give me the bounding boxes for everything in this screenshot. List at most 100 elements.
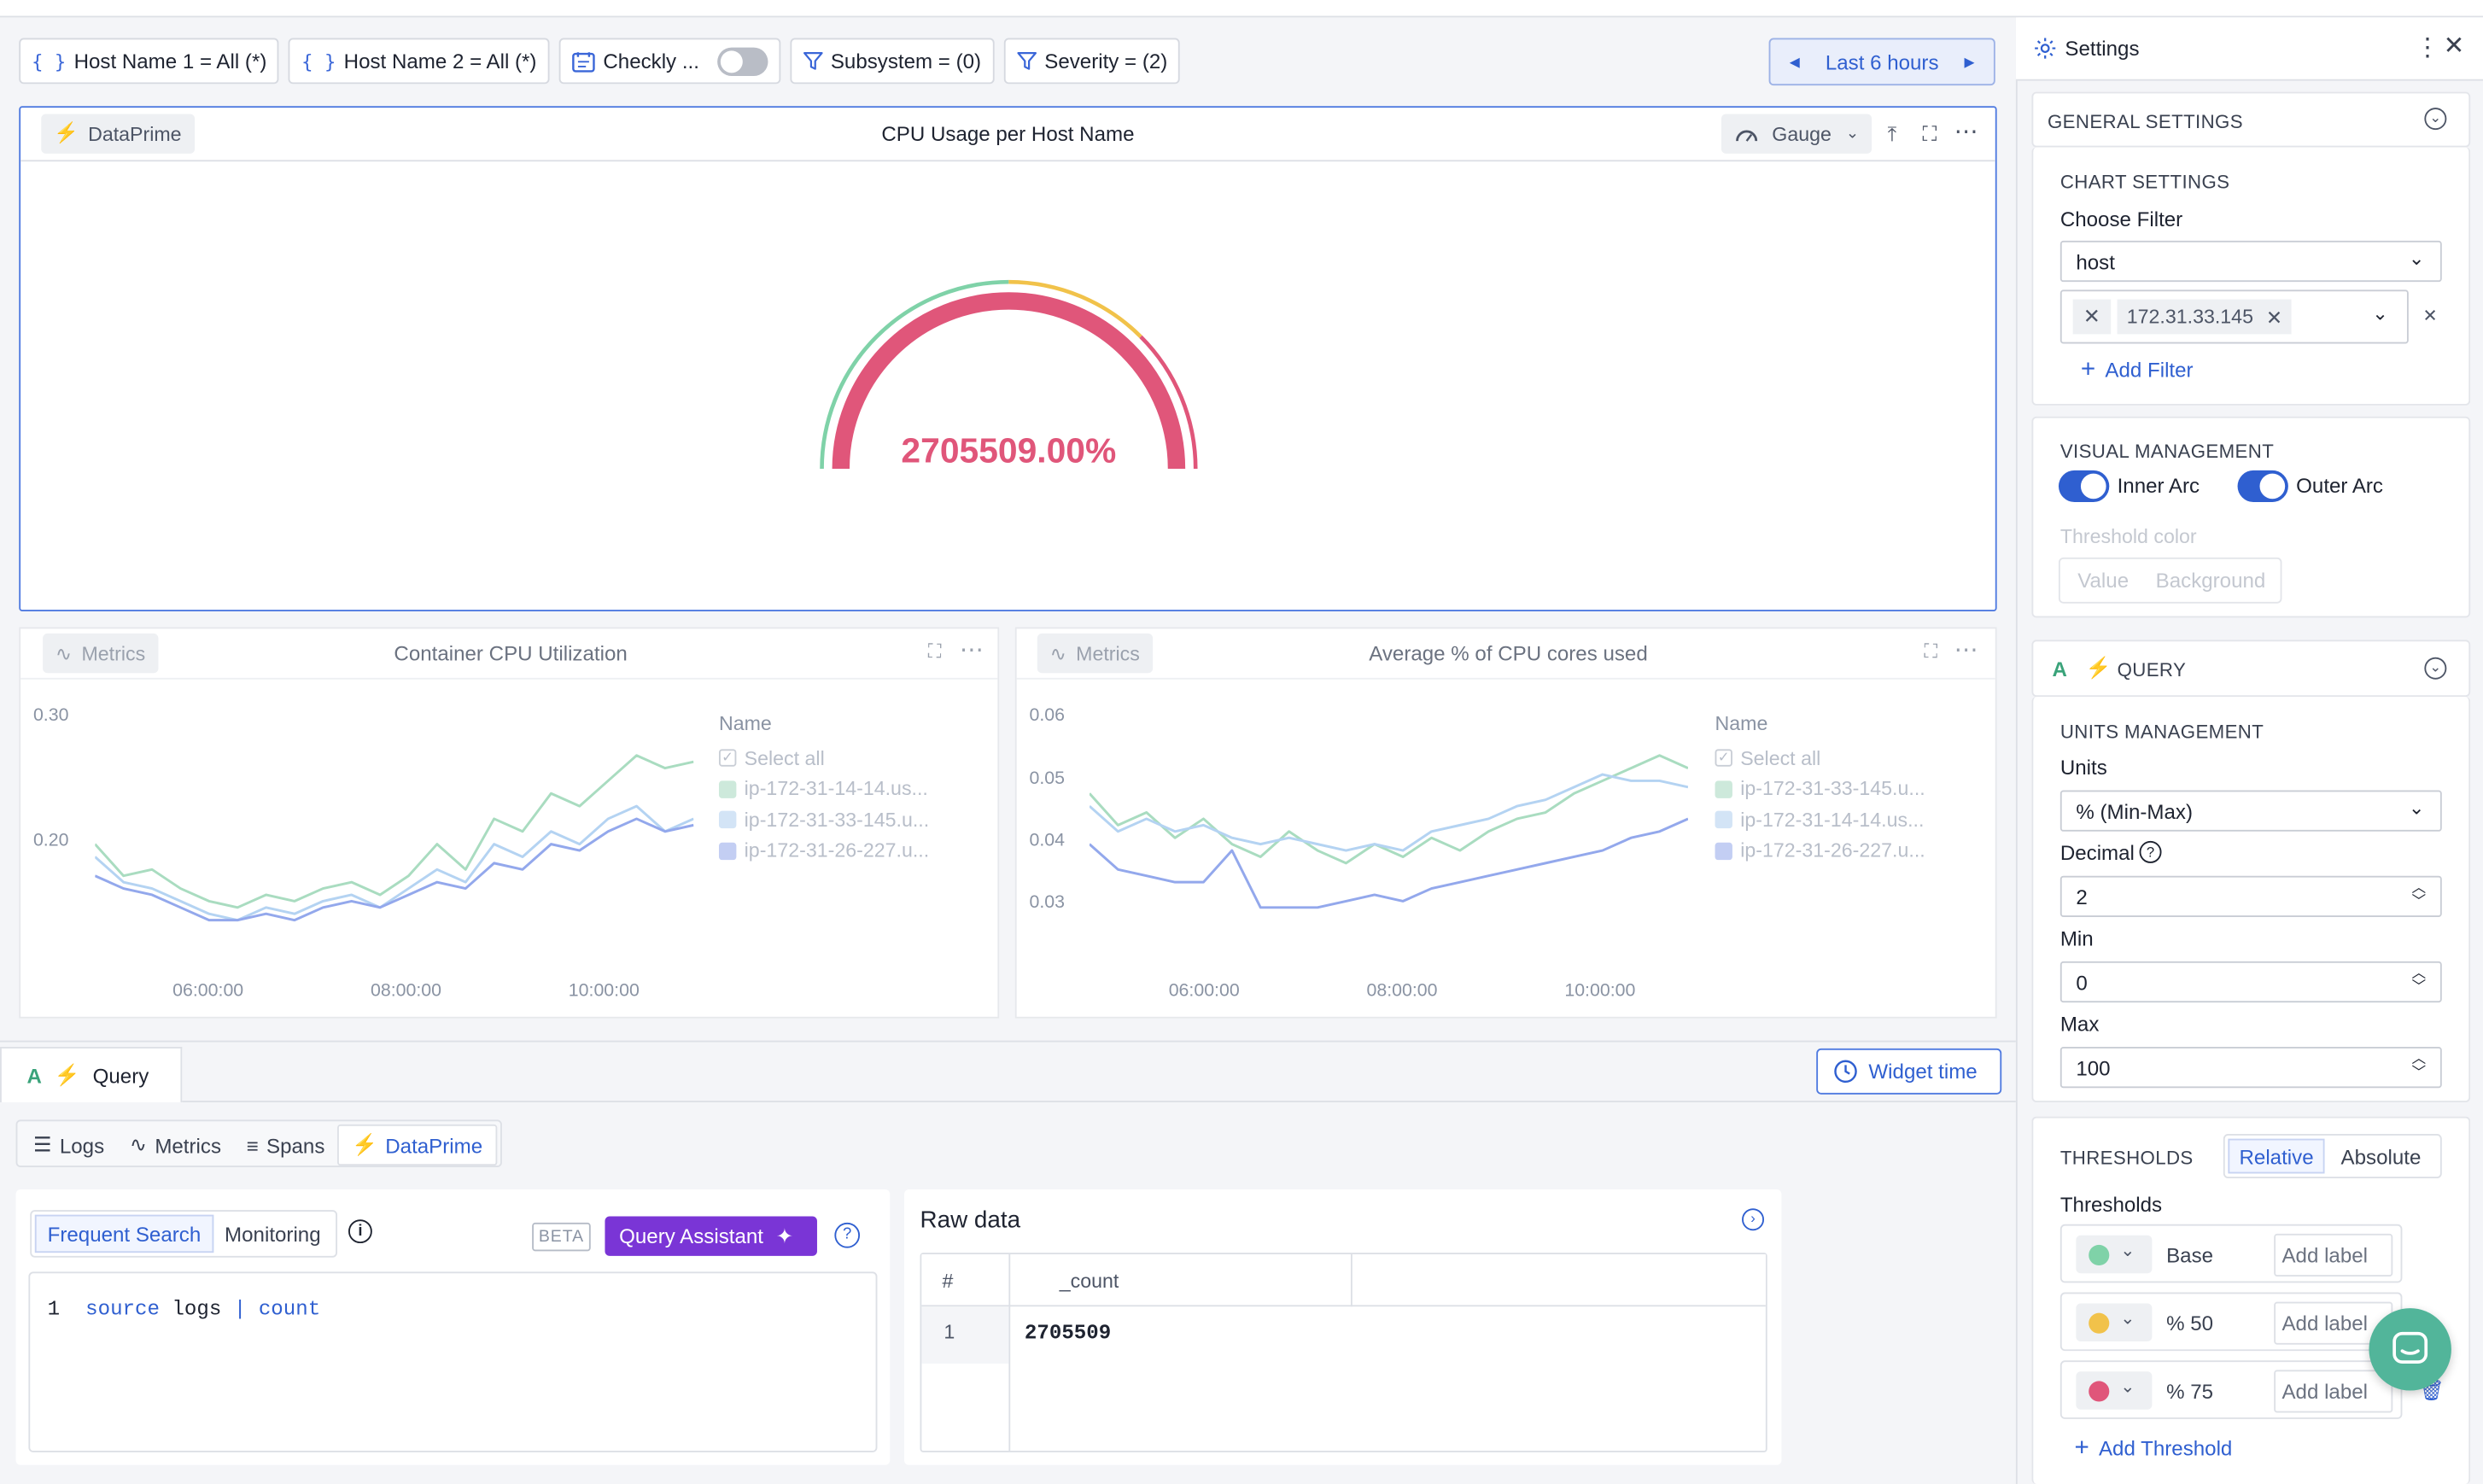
add-threshold-button[interactable]: + Add Threshold <box>2074 1434 2233 1463</box>
kebab-menu-icon[interactable]: ⋮ <box>2415 34 2440 62</box>
filter-severity[interactable]: Severity = (2) <box>1003 38 1181 85</box>
variable-host-name-1[interactable]: { } Host Name 1 = All (*) <box>19 38 280 85</box>
color-swatch <box>2089 1244 2110 1266</box>
legend-item[interactable]: ip-172-31-14-14.us... <box>1715 804 1925 835</box>
viz-type-select[interactable]: Gauge ⌄ <box>1721 114 1872 154</box>
help-icon[interactable]: ? <box>834 1222 861 1248</box>
threshold-color-background[interactable]: Background <box>2155 568 2266 593</box>
filter-value-select[interactable]: ✕ 172.31.33.145 ✕ ⌄ <box>2059 289 2409 344</box>
checkly-toggle-chip[interactable]: Checkly ... <box>558 38 780 85</box>
clear-all-icon[interactable]: ✕ <box>2072 299 2112 335</box>
export-icon[interactable]: ⤒ <box>1887 121 1897 146</box>
remove-filter-icon[interactable]: ✕ <box>2422 307 2438 327</box>
chevron-down-icon: ⌄ <box>2120 1377 2135 1397</box>
checkbox-icon: ✓ <box>1715 749 1732 768</box>
chevron-down-icon: ⌄ <box>2120 1309 2135 1329</box>
visual-management-card: VISUAL MANAGEMENT Threshold color <box>2031 416 2471 618</box>
query-type-dataprime[interactable]: ⚡ DataPrime <box>337 1124 497 1166</box>
decimal-input[interactable]: 2 ︿ ﹀ <box>2059 875 2442 917</box>
stepper-icon[interactable]: ︿ ﹀ <box>2411 879 2427 909</box>
time-range-picker[interactable]: ◂ Last 6 hours ▸ <box>1768 38 1995 86</box>
threshold-color-picker[interactable]: ⌄ <box>2076 1303 2153 1342</box>
stepper-icon[interactable]: ︿ ﹀ <box>2411 964 2427 995</box>
query-type-spans[interactable]: ≡ Spans <box>246 1133 325 1157</box>
info-icon[interactable]: i <box>348 1219 372 1244</box>
query-type-selector: ☰ Logs ∿ Metrics ≡ Spans ⚡ DataPrime <box>15 1119 502 1168</box>
monitoring-tab[interactable]: Monitoring <box>225 1222 321 1246</box>
threshold-color-picker[interactable]: ⌄ <box>2076 1235 2153 1274</box>
legend-item[interactable]: ip-172-31-26-227.u... <box>718 835 929 866</box>
general-settings-header[interactable]: GENERAL SETTINGS ⌄ <box>2031 91 2471 148</box>
tab-query-a[interactable]: A ⚡ Query <box>0 1047 183 1102</box>
close-icon[interactable]: ✕ <box>2443 32 2465 61</box>
next-range-icon[interactable]: ▸ <box>1964 49 1975 73</box>
gauge-outer-arc-red <box>1139 335 1198 470</box>
fullscreen-icon[interactable]: ⛶ <box>1924 640 1937 663</box>
help-icon[interactable]: ? <box>2139 840 2162 863</box>
threshold-color-value[interactable]: Value <box>2077 568 2130 593</box>
filter-subsystem[interactable]: Subsystem = (0) <box>789 38 994 85</box>
series-line <box>95 754 694 909</box>
absolute-option[interactable]: Absolute <box>2340 1144 2422 1168</box>
stepper-icon[interactable]: ︿ ﹀ <box>2411 1049 2427 1080</box>
min-input[interactable]: 0 ︿ ﹀ <box>2059 961 2442 1003</box>
collapse-icon[interactable]: ⌄ <box>2424 108 2447 131</box>
chevron-right-circle-icon[interactable]: › <box>1742 1208 1765 1231</box>
legend-item[interactable]: ip-172-31-33-145.u... <box>1715 774 1925 804</box>
chat-support-button[interactable] <box>2369 1308 2451 1391</box>
pulse-icon: ∿ <box>1049 643 1067 666</box>
more-options-icon[interactable]: ⋯ <box>1954 636 1978 664</box>
widget-time-button[interactable]: Widget time <box>1816 1048 2002 1095</box>
legend-item[interactable]: ip-172-31-14-14.us... <box>718 774 929 804</box>
threshold-label-input[interactable]: Add label <box>2274 1233 2393 1277</box>
fullscreen-icon[interactable]: ⛶ <box>927 640 942 663</box>
list-icon: ☰ <box>32 1132 52 1157</box>
chevron-down-icon: ⌄ <box>2120 1242 2135 1261</box>
max-input[interactable]: 100 ︿ ﹀ <box>2059 1047 2442 1089</box>
remove-tag-icon[interactable]: ✕ <box>2265 306 2283 329</box>
clock-icon <box>1834 1060 1857 1084</box>
legend-item[interactable]: ip-172-31-26-227.u... <box>1715 835 1925 866</box>
more-options-icon[interactable]: ⋯ <box>1954 119 1980 146</box>
source-tag-dataprime: ⚡ DataPrime <box>41 114 195 154</box>
threshold-mode-segment: Relative Absolute <box>2223 1134 2442 1178</box>
y-tick: 0.05 <box>1029 769 1066 789</box>
query-section-header[interactable]: A ⚡ QUERY ⌄ <box>2031 640 2471 698</box>
checkly-toggle[interactable] <box>716 46 768 76</box>
query-letter: A <box>26 1063 42 1088</box>
frequent-search-tab[interactable]: Frequent Search <box>34 1214 214 1253</box>
query-assistant-button[interactable]: Query Assistant ✦ <box>605 1216 817 1256</box>
query-type-metrics[interactable]: ∿ Metrics <box>129 1132 222 1157</box>
sparkle-icon: ✦ <box>775 1223 794 1247</box>
fullscreen-icon[interactable]: ⛶ <box>1922 121 1937 146</box>
units-select[interactable]: % (Min-Max) ⌄ <box>2059 790 2442 832</box>
collapse-icon[interactable]: ⌄ <box>2424 657 2447 680</box>
pulse-icon: ∿ <box>129 1132 148 1157</box>
column-header-count[interactable]: _count <box>1059 1270 1119 1293</box>
query-type-logs[interactable]: ☰ Logs <box>32 1132 105 1157</box>
relative-option[interactable]: Relative <box>2228 1138 2325 1174</box>
prev-range-icon[interactable]: ◂ <box>1789 49 1800 73</box>
lightning-icon: ⚡ <box>2085 655 2112 680</box>
threshold-color-segment: Value Background <box>2058 557 2282 604</box>
plus-icon: + <box>2080 356 2096 383</box>
braces-icon: { } <box>32 50 67 73</box>
legend-item[interactable]: ip-172-31-33-145.u... <box>718 804 929 835</box>
legend-select-all[interactable]: ✓ Select all <box>718 743 929 774</box>
code-editor[interactable]: 1 source logs | count <box>28 1271 878 1452</box>
inner-arc-toggle[interactable] <box>2058 470 2110 502</box>
series-line <box>1089 773 1688 852</box>
filter-key-select[interactable]: host ⌄ <box>2059 240 2442 283</box>
threshold-label-input[interactable]: Add label <box>2274 1370 2393 1413</box>
main-gauge-widget[interactable] <box>19 106 1997 611</box>
lightning-icon: ⚡ <box>54 1062 80 1087</box>
spans-icon: ≡ <box>246 1133 259 1157</box>
threshold-color-picker[interactable]: ⌄ <box>2076 1371 2153 1410</box>
gauge-value: 2705509.00% <box>901 430 1117 470</box>
variable-host-name-2[interactable]: { } Host Name 2 = All (*) <box>289 38 550 85</box>
outer-arc-toggle[interactable] <box>2237 470 2288 502</box>
legend-select-all[interactable]: ✓ Select all <box>1715 743 1925 774</box>
add-filter-button[interactable]: + Add Filter <box>2080 356 2194 383</box>
widget-container-cpu[interactable] <box>19 627 1000 1019</box>
more-options-icon[interactable]: ⋯ <box>959 636 984 664</box>
